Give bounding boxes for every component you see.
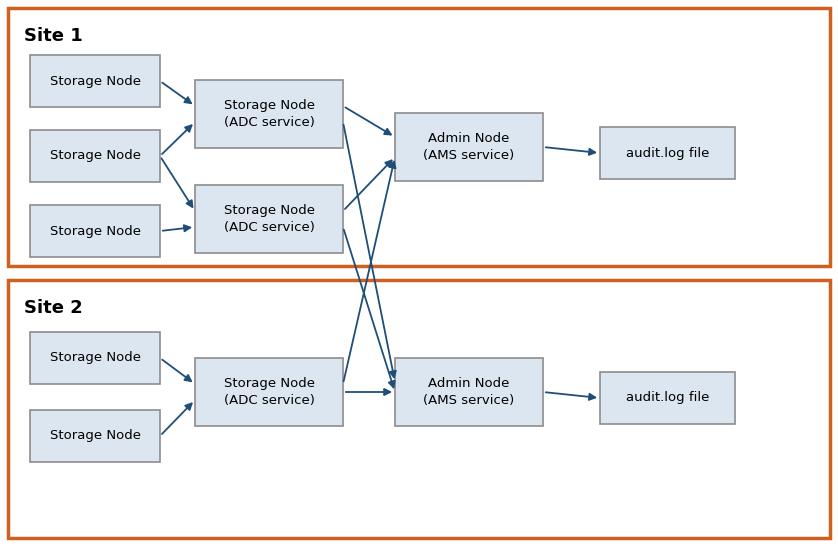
Text: Storage Node: Storage Node <box>49 74 141 88</box>
Text: Storage Node: Storage Node <box>49 352 141 364</box>
Text: Admin Node
(AMS service): Admin Node (AMS service) <box>423 377 515 407</box>
FancyBboxPatch shape <box>395 113 543 181</box>
Text: Storage Node: Storage Node <box>49 149 141 162</box>
FancyBboxPatch shape <box>600 372 735 424</box>
Text: Storage Node
(ADC service): Storage Node (ADC service) <box>224 377 314 407</box>
FancyBboxPatch shape <box>195 358 343 426</box>
Text: Storage Node
(ADC service): Storage Node (ADC service) <box>224 99 314 129</box>
FancyBboxPatch shape <box>30 55 160 107</box>
FancyBboxPatch shape <box>395 358 543 426</box>
Text: Site 1: Site 1 <box>24 27 83 45</box>
Text: Admin Node
(AMS service): Admin Node (AMS service) <box>423 132 515 162</box>
FancyBboxPatch shape <box>8 8 830 266</box>
FancyBboxPatch shape <box>600 127 735 179</box>
Text: audit.log file: audit.log file <box>626 392 709 404</box>
Text: audit.log file: audit.log file <box>626 147 709 160</box>
FancyBboxPatch shape <box>30 410 160 462</box>
Text: Site 2: Site 2 <box>24 299 83 317</box>
FancyBboxPatch shape <box>195 185 343 253</box>
FancyBboxPatch shape <box>30 205 160 257</box>
Text: Storage Node: Storage Node <box>49 224 141 237</box>
FancyBboxPatch shape <box>195 80 343 148</box>
FancyBboxPatch shape <box>30 130 160 182</box>
FancyBboxPatch shape <box>8 280 830 538</box>
Text: Storage Node: Storage Node <box>49 429 141 443</box>
FancyBboxPatch shape <box>30 332 160 384</box>
Text: Storage Node
(ADC service): Storage Node (ADC service) <box>224 204 314 234</box>
